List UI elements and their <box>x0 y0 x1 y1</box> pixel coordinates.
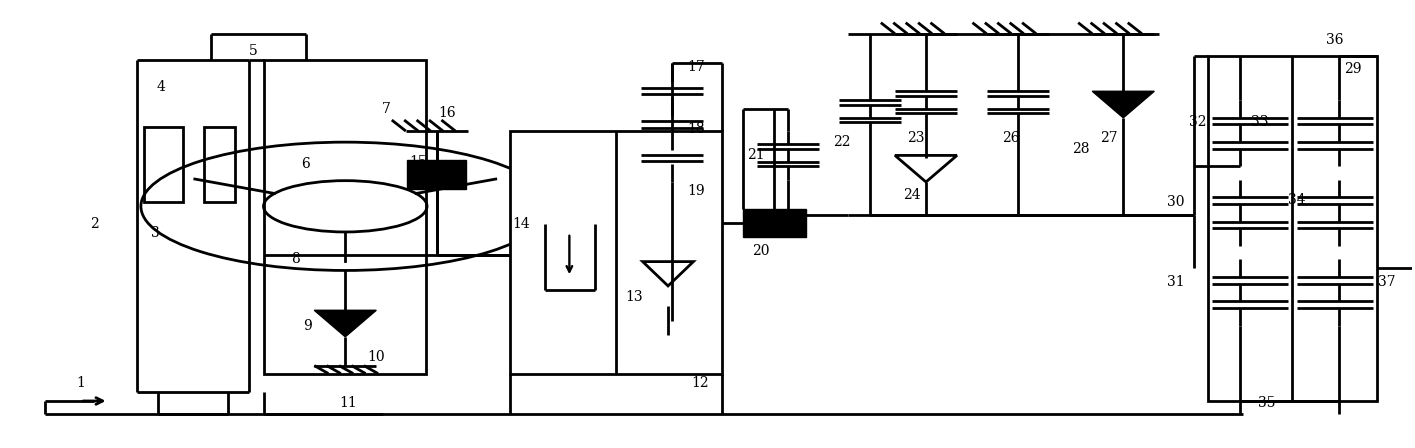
Polygon shape <box>1092 91 1155 118</box>
Text: 22: 22 <box>832 135 850 149</box>
Text: 14: 14 <box>512 217 531 231</box>
Polygon shape <box>894 155 957 182</box>
Polygon shape <box>642 262 693 286</box>
Text: 11: 11 <box>340 396 357 410</box>
Bar <box>204 127 235 202</box>
Text: 9: 9 <box>303 319 311 333</box>
Bar <box>511 131 722 375</box>
Text: 15: 15 <box>410 155 427 169</box>
Bar <box>408 160 467 189</box>
Text: 4: 4 <box>156 80 166 94</box>
Text: 35: 35 <box>1258 396 1276 410</box>
Text: 1: 1 <box>76 376 85 390</box>
Text: 16: 16 <box>437 106 456 121</box>
Text: 29: 29 <box>1344 62 1361 76</box>
Bar <box>1208 56 1377 401</box>
Text: 23: 23 <box>907 131 925 145</box>
Text: 17: 17 <box>688 60 705 74</box>
Text: 37: 37 <box>1378 275 1395 289</box>
Bar <box>743 208 807 237</box>
Text: 13: 13 <box>625 290 642 304</box>
Text: 33: 33 <box>1251 115 1269 129</box>
Text: 10: 10 <box>368 350 385 364</box>
Bar <box>144 127 183 202</box>
Text: 20: 20 <box>753 244 770 258</box>
Text: 7: 7 <box>382 102 391 116</box>
Text: 8: 8 <box>291 252 300 267</box>
Text: 34: 34 <box>1288 193 1306 207</box>
Text: 19: 19 <box>688 184 705 198</box>
Polygon shape <box>314 310 376 337</box>
Text: 5: 5 <box>249 44 258 58</box>
Text: 27: 27 <box>1101 131 1118 145</box>
Text: 2: 2 <box>91 217 99 231</box>
Text: 24: 24 <box>903 188 921 202</box>
Text: 12: 12 <box>692 376 709 390</box>
Text: 32: 32 <box>1189 115 1207 129</box>
Text: 18: 18 <box>688 122 705 136</box>
Text: 26: 26 <box>1002 131 1019 145</box>
Text: 21: 21 <box>747 148 764 163</box>
Text: 36: 36 <box>1326 34 1343 47</box>
Text: 3: 3 <box>150 226 160 240</box>
Text: 30: 30 <box>1167 195 1184 209</box>
Text: 28: 28 <box>1073 142 1090 156</box>
Text: 6: 6 <box>301 157 310 171</box>
Bar <box>263 60 426 375</box>
Text: 31: 31 <box>1166 275 1184 289</box>
